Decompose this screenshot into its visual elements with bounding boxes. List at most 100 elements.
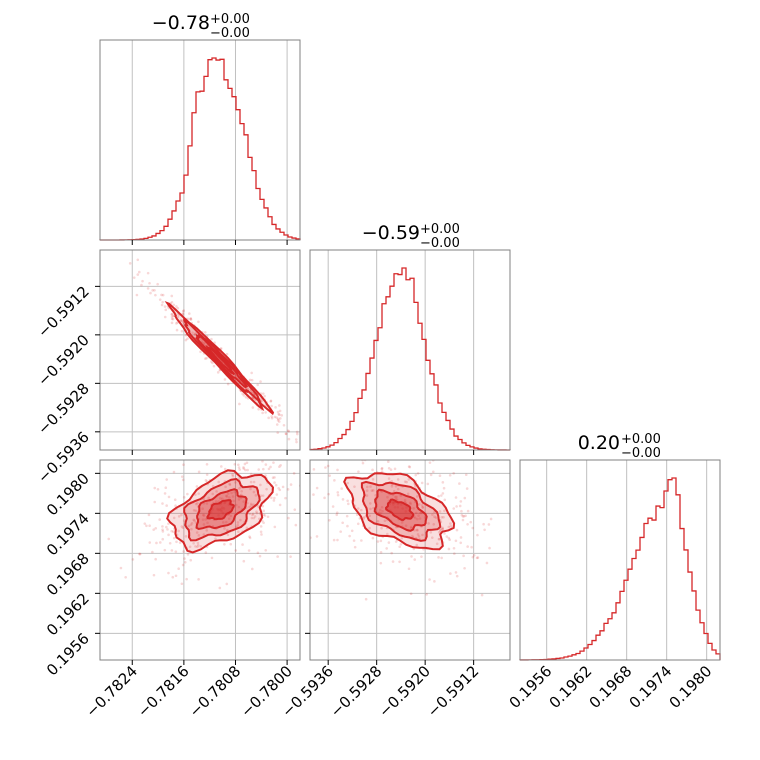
sample-point (396, 487, 400, 491)
sample-point (281, 485, 285, 489)
sample-point (177, 567, 180, 571)
sample-point (154, 526, 158, 530)
sample-point (263, 514, 267, 517)
sample-point (460, 509, 463, 513)
sample-point (376, 540, 380, 543)
sample-point (245, 461, 249, 465)
sample-point (276, 431, 280, 434)
sample-point (248, 378, 252, 382)
sample-point (160, 293, 163, 297)
sample-point (254, 494, 258, 497)
sample-point (421, 533, 424, 537)
sample-point (247, 549, 251, 552)
sample-point (267, 467, 271, 471)
sample-point (180, 329, 184, 333)
sample-point (352, 539, 356, 542)
sample-point (219, 347, 223, 350)
sample-point (226, 528, 229, 532)
sample-point (391, 560, 395, 563)
sample-point (151, 289, 154, 292)
sample-point (315, 455, 318, 458)
sample-point (275, 416, 279, 419)
sample-point (332, 538, 336, 542)
sample-point (409, 502, 412, 506)
sample-point (220, 497, 224, 500)
sample-point (295, 440, 298, 444)
sample-point (242, 467, 246, 470)
panel-frame (519, 459, 721, 661)
sample-point (463, 496, 467, 500)
histogram-panel-2 (309, 249, 511, 455)
sample-point (160, 303, 164, 307)
sample-point (380, 526, 383, 530)
sample-point (441, 492, 445, 495)
sample-point (175, 322, 178, 325)
sample-point (215, 490, 218, 493)
sample-point (414, 511, 418, 515)
sample-point (252, 490, 256, 494)
sample-point (315, 535, 319, 538)
sample-point (178, 541, 182, 544)
sample-point (239, 518, 242, 522)
sample-point (413, 558, 417, 561)
sample-point (249, 502, 253, 506)
sample-point (228, 483, 232, 487)
sample-point (339, 430, 342, 433)
sample-point (256, 551, 260, 555)
sample-point (189, 316, 193, 320)
sample-point (172, 303, 176, 307)
sample-point (197, 534, 201, 537)
sample-point (336, 491, 340, 494)
sample-point (163, 492, 167, 495)
sample-point (469, 520, 473, 524)
sample-point (197, 470, 201, 474)
sample-point (267, 416, 270, 420)
sample-point (380, 467, 384, 470)
sample-point (385, 547, 388, 550)
svg-text:−0.00: −0.00 (621, 446, 661, 461)
sample-point (193, 332, 197, 335)
sample-point (346, 499, 349, 503)
sample-point (454, 496, 458, 499)
panel-frame (309, 249, 511, 451)
sample-point (176, 306, 180, 310)
sample-point (400, 536, 404, 540)
sample-point (379, 539, 383, 543)
sample-point (417, 503, 421, 506)
sample-point (485, 561, 489, 565)
sample-point (270, 404, 273, 408)
sample-point (204, 479, 208, 482)
sample-point (207, 496, 210, 500)
scatter-panel-1-3 (95, 455, 318, 665)
sample-point (249, 480, 253, 484)
sample-point (340, 487, 343, 490)
sample-point (271, 476, 275, 480)
sample-point (119, 244, 122, 247)
sample-point (231, 495, 235, 498)
sample-point (183, 557, 186, 560)
sample-point (201, 507, 204, 510)
sample-point (369, 485, 372, 488)
sample-point (231, 473, 234, 476)
sample-point (313, 486, 316, 489)
sample-point (305, 436, 308, 439)
sample-point (231, 474, 235, 478)
sample-point (259, 530, 263, 534)
sample-point (437, 556, 440, 559)
sample-point (195, 531, 199, 534)
sample-point (181, 319, 184, 323)
sample-point (368, 526, 371, 530)
sample-point (394, 484, 398, 488)
sample-point (279, 463, 282, 467)
sample-point (248, 505, 251, 509)
sample-point (196, 541, 200, 545)
y-tick-label-param-2: −0.5928 (34, 379, 93, 438)
sample-point (186, 317, 190, 321)
sample-point (289, 483, 293, 486)
sample-point (261, 392, 265, 395)
sample-point (390, 479, 394, 483)
sample-point (471, 555, 475, 559)
sample-point (348, 493, 351, 496)
sample-point (214, 537, 217, 541)
sample-point (454, 539, 458, 543)
